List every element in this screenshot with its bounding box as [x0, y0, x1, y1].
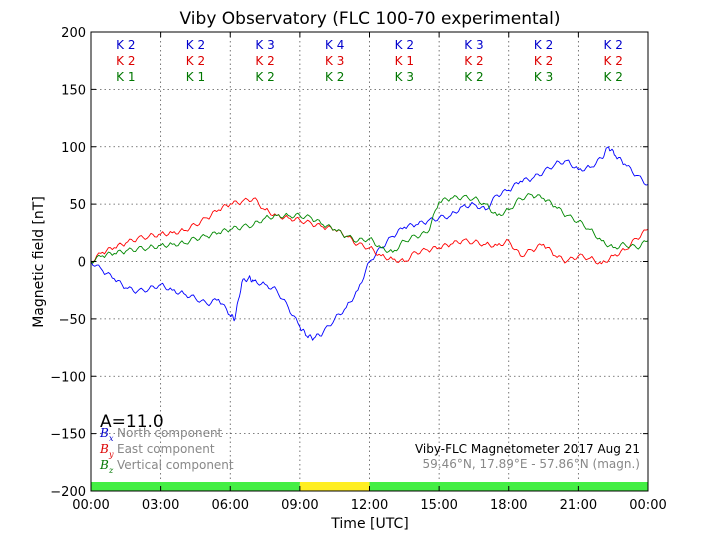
grid	[91, 32, 648, 491]
k-index-label: K 1	[186, 70, 205, 84]
k-index-label: K 3	[325, 54, 344, 68]
status-bar-segment	[299, 482, 370, 491]
instrument-info: Viby-FLC Magnetometer 2017 Aug 21	[415, 442, 640, 456]
k-index-label: K 1	[395, 54, 414, 68]
status-bar-segment	[91, 482, 300, 491]
k-index-label: K 2	[464, 70, 483, 84]
k-index-label: K 2	[604, 38, 623, 52]
y-tick-label: −100	[50, 370, 86, 385]
x-axis-label: Time [UTC]	[330, 516, 408, 532]
k-index-label: K 2	[186, 38, 205, 52]
k-index-label: K 2	[604, 70, 623, 84]
y-axis-ticks: −200 −150 −100 −50 0 50 100 150 200	[50, 26, 648, 500]
legend-label: East component	[117, 442, 215, 456]
legend-symbol: B	[99, 426, 109, 440]
legend-label: North component	[117, 426, 223, 440]
k-index-label: K 2	[325, 70, 344, 84]
k-index-label: K 4	[325, 38, 344, 52]
k-index-label: K 3	[395, 70, 414, 84]
x-tick-label: 09:00	[281, 498, 318, 513]
location-info: 59.46°N, 17.89°E - 57.86°N (magn.)	[423, 457, 640, 471]
y-tick-label: −200	[50, 485, 86, 500]
y-tick-label: 0	[78, 256, 86, 271]
y-tick-label: 100	[61, 141, 86, 156]
legend-symbol: B	[99, 442, 109, 456]
x-tick-label: 03:00	[142, 498, 179, 513]
series-line-1	[90, 146, 649, 341]
legend-subscript: y	[108, 450, 114, 459]
x-tick-label: 00:00	[72, 498, 109, 513]
series-lines	[90, 146, 649, 341]
k-index-label: K 2	[604, 54, 623, 68]
k-index-label: K 2	[186, 54, 205, 68]
k-index-label: K 2	[534, 54, 553, 68]
k-index-label: K 2	[255, 70, 274, 84]
y-tick-label: 50	[69, 198, 86, 213]
y-tick-label: −150	[50, 428, 86, 443]
x-tick-label: 00:00	[629, 498, 666, 513]
series-line-2	[90, 197, 649, 265]
x-tick-label: 06:00	[212, 498, 249, 513]
legend-subscript: z	[108, 466, 114, 475]
k-index-table: K 2 K 2 K 3 K 4 K 2 K 3 K 2 K 2 K 2 K 2 K 2 K 3 K 1 K…	[116, 38, 623, 84]
legend-symbol: B	[99, 458, 109, 472]
k-index-label: K 1	[116, 70, 135, 84]
k-index-label: K 2	[464, 54, 483, 68]
series-line-3	[90, 193, 649, 264]
k-index-label: K 3	[255, 38, 274, 52]
chart-title: Viby Observatory (FLC 100-70 experimenta…	[180, 9, 561, 29]
legend-subscript: x	[109, 434, 114, 443]
legend-label: Vertical component	[117, 458, 234, 472]
x-tick-label: 21:00	[560, 498, 597, 513]
k-index-label: K 2	[116, 38, 135, 52]
y-tick-label: 200	[61, 26, 86, 41]
y-axis-label: Magnetic field [nT]	[31, 196, 47, 328]
k-index-label: K 3	[534, 70, 553, 84]
x-tick-label: 12:00	[351, 498, 388, 513]
activity-index: A=11.0	[100, 412, 164, 432]
y-tick-label: 150	[61, 83, 86, 98]
y-tick-label: −50	[59, 313, 86, 328]
k-index-label: K 2	[395, 38, 414, 52]
x-axis-ticks: 00:00 03:00 06:00 09:00 12:00 15:00 18:00 21:00…	[72, 32, 667, 513]
x-tick-label: 15:00	[420, 498, 457, 513]
k-index-label: K 3	[464, 38, 483, 52]
k-index-label: K 2	[255, 54, 274, 68]
x-tick-label: 18:00	[490, 498, 527, 513]
k-index-label: K 2	[116, 54, 135, 68]
k-index-label: K 2	[534, 38, 553, 52]
